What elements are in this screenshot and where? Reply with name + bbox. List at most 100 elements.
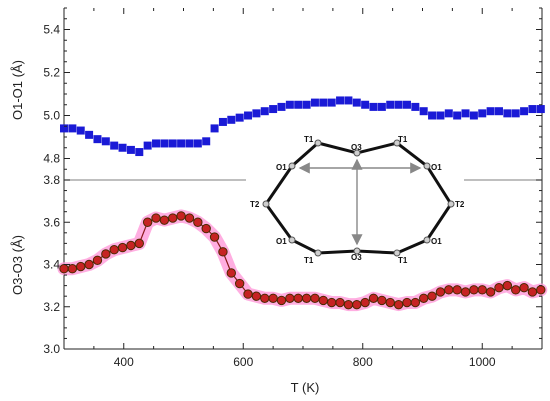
top-series-points bbox=[60, 96, 545, 157]
bottom-y-tick-label: 3.8 bbox=[43, 173, 60, 187]
top-data-point bbox=[344, 96, 353, 105]
label-o1-left: O1 bbox=[276, 163, 287, 172]
top-data-point bbox=[310, 98, 319, 107]
label-t1-bottom-right: T1 bbox=[398, 256, 408, 265]
bottom-data-point bbox=[142, 217, 153, 227]
top-data-point bbox=[277, 102, 286, 111]
bottom-data-point bbox=[469, 285, 479, 295]
bottom-data-point bbox=[168, 213, 178, 223]
bottom-data-point bbox=[310, 293, 320, 303]
axis-ticks: 4.8 5.0 5.2 5.4 3.0 3.2 3.4 3.6 3.8 400 600 800 1000 bbox=[43, 7, 543, 369]
top-data-point bbox=[461, 109, 470, 118]
top-data-point bbox=[520, 107, 529, 116]
atom-t1-bottom-left bbox=[314, 249, 322, 257]
top-data-point bbox=[319, 98, 328, 107]
atom-t1-bottom-right bbox=[393, 249, 401, 257]
top-data-point bbox=[528, 105, 537, 114]
label-o1-bottom-left: O1 bbox=[276, 237, 287, 246]
top-data-point bbox=[235, 113, 244, 122]
atom-t2-right bbox=[447, 200, 455, 208]
atom-t1-top-right bbox=[393, 139, 401, 147]
atom-t2-left bbox=[262, 200, 270, 208]
top-y-axis-label: O1-O1 (Å) bbox=[10, 60, 25, 120]
bottom-data-point bbox=[159, 215, 170, 225]
bottom-data-point bbox=[234, 278, 245, 289]
top-data-point bbox=[260, 107, 269, 116]
atom-t1-top-left bbox=[314, 139, 322, 147]
label-t1-bottom-left: T1 bbox=[304, 256, 314, 265]
top-data-point bbox=[436, 111, 445, 120]
bottom-data-point bbox=[59, 264, 69, 274]
bottom-data-point bbox=[109, 245, 119, 255]
top-data-point bbox=[486, 107, 495, 116]
top-data-point bbox=[244, 111, 253, 120]
bottom-data-point bbox=[427, 291, 437, 301]
bottom-data-point bbox=[67, 264, 78, 274]
top-data-point bbox=[536, 105, 545, 114]
top-data-point bbox=[294, 100, 303, 109]
top-data-point bbox=[227, 115, 236, 124]
top-data-point bbox=[218, 117, 227, 126]
bottom-y-tick-label: 3.2 bbox=[43, 300, 60, 314]
top-data-point bbox=[302, 100, 311, 109]
bottom-data-point bbox=[410, 297, 421, 308]
top-data-point bbox=[361, 100, 370, 109]
bottom-data-point bbox=[209, 232, 220, 242]
top-data-point bbox=[411, 102, 420, 111]
atom-o3-bottom bbox=[353, 247, 361, 255]
bottom-data-point bbox=[151, 213, 161, 223]
bottom-data-point bbox=[101, 249, 111, 259]
label-t2-left: T2 bbox=[250, 200, 260, 209]
bottom-data-point bbox=[326, 297, 337, 308]
x-tick-label: 400 bbox=[114, 355, 134, 369]
bottom-data-point bbox=[117, 242, 128, 253]
bottom-data-point bbox=[343, 299, 354, 310]
top-data-point bbox=[68, 124, 77, 133]
bottom-data-point bbox=[260, 293, 270, 303]
bottom-data-point bbox=[352, 299, 362, 310]
bottom-data-point bbox=[301, 293, 312, 303]
atom-o3-top bbox=[353, 149, 361, 157]
bottom-y-tick-label: 3.4 bbox=[43, 258, 60, 272]
top-data-point bbox=[336, 96, 345, 105]
bottom-data-point bbox=[519, 283, 529, 293]
label-o1-bottom-right: O1 bbox=[431, 237, 442, 246]
bottom-data-point bbox=[460, 287, 471, 297]
bottom-data-point bbox=[318, 295, 329, 306]
bottom-y-tick-label: 3.0 bbox=[43, 342, 60, 356]
top-data-point bbox=[511, 109, 520, 118]
top-data-point bbox=[428, 111, 437, 120]
ring-atoms bbox=[262, 139, 455, 257]
bottom-data-point bbox=[193, 217, 203, 227]
bottom-data-point bbox=[477, 285, 487, 295]
label-o1-right: O1 bbox=[431, 163, 442, 172]
top-data-point bbox=[177, 139, 186, 148]
top-data-point bbox=[252, 109, 261, 118]
x-axis-label: T (K) bbox=[291, 380, 320, 395]
label-o3-top: O3 bbox=[351, 143, 362, 152]
bottom-data-point bbox=[536, 285, 546, 295]
atom-o1-left bbox=[288, 162, 296, 170]
bottom-data-point bbox=[201, 223, 211, 234]
bottom-data-point bbox=[92, 255, 103, 265]
x-tick-label: 600 bbox=[233, 355, 253, 369]
bottom-data-point bbox=[243, 289, 253, 299]
bottom-data-point bbox=[444, 285, 454, 295]
top-data-point bbox=[143, 141, 152, 150]
label-t1-top-left: T1 bbox=[304, 135, 314, 144]
bottom-data-point bbox=[76, 261, 86, 272]
top-data-point bbox=[160, 139, 169, 148]
top-data-point bbox=[444, 109, 453, 118]
bottom-data-point bbox=[335, 297, 345, 308]
top-data-point bbox=[494, 107, 503, 116]
bottom-data-point bbox=[293, 293, 303, 303]
top-data-point bbox=[185, 139, 194, 148]
bottom-series-points bbox=[59, 211, 546, 310]
bottom-y-axis-label: O3-O3 (Å) bbox=[10, 235, 25, 295]
bottom-data-point bbox=[368, 293, 379, 303]
top-data-point bbox=[168, 139, 177, 148]
bottom-data-point bbox=[502, 280, 513, 291]
top-data-point bbox=[60, 124, 68, 133]
bottom-data-point bbox=[126, 240, 136, 251]
top-data-point bbox=[152, 139, 161, 148]
